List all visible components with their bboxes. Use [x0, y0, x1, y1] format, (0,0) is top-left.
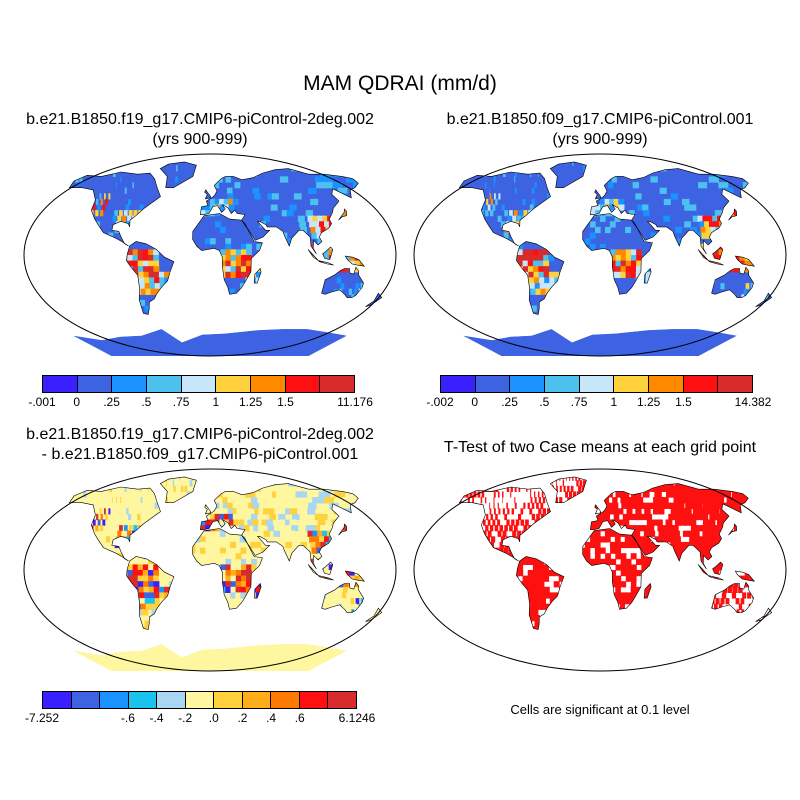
colorbar-swatch: [128, 692, 158, 708]
colorbar-tick-label: .25: [103, 395, 120, 409]
map-top-left: [23, 153, 397, 357]
colorbar-swatch: [441, 376, 476, 392]
colorbar-swatch: [71, 692, 101, 708]
map-bottom-left: [23, 468, 397, 672]
colorbar-swatch: [216, 376, 252, 392]
colorbar-swatch: [43, 376, 78, 392]
colorbar-tick-label: 6.1246: [338, 711, 376, 725]
colorbar-tick-label: .2: [237, 711, 248, 725]
colorbar-tick-label: -7.252: [24, 711, 60, 725]
colorbar-tick-label: .5: [539, 395, 550, 409]
coastlines: [68, 476, 383, 630]
colorbar-tick-label: -.2: [178, 711, 193, 725]
map-boundary: [23, 153, 397, 357]
panel-title-top-right-line2: (yrs 900-999): [552, 131, 648, 148]
colorbar-swatch: [614, 376, 650, 392]
coastlines: [458, 161, 773, 315]
colorbar-swatch: [214, 692, 243, 708]
colorbar-tick-label: -.6: [120, 711, 135, 725]
colorbar-swatch: [157, 692, 186, 708]
colorbar-top-right: [440, 375, 753, 393]
panel-title-bottom-left-line1: b.e21.B1850.f19_g17.CMIP6-piControl-2deg…: [26, 426, 374, 443]
coastlines: [458, 476, 773, 630]
land-cells: [459, 161, 772, 356]
colorbar-tick-label: 0: [73, 395, 81, 409]
colorbar-swatch: [649, 376, 684, 392]
colorbar-swatch: [147, 376, 182, 392]
map-top-right: [413, 153, 787, 357]
colorbar-tick-label: 1: [610, 395, 618, 409]
colorbar-tick-label: .4: [266, 711, 277, 725]
colorbar-swatch: [185, 692, 215, 708]
colorbar-bottom-left: [42, 691, 357, 709]
colorbar-swatch: [77, 376, 113, 392]
colorbar-tick-label: .0: [208, 711, 219, 725]
colorbar-swatch: [271, 692, 300, 708]
colorbar-tick-label: 11.176: [337, 395, 373, 409]
colorbar-swatch: [251, 376, 286, 392]
map-boundary: [413, 153, 787, 357]
colorbar-tick-label: 1: [212, 395, 220, 409]
colorbar-swatch: [328, 692, 357, 708]
panel-title-bottom-right: T-Test of two Case means at each grid po…: [443, 439, 757, 456]
colorbar-swatch: [100, 692, 129, 708]
map-boundary: [23, 468, 397, 672]
colorbar-tick-label: .6: [294, 711, 305, 725]
panel-title-top-right: b.e21.B1850.f09_g17.CMIP6-piControl.001 …: [400, 110, 800, 150]
panel-title-bottom-left: b.e21.B1850.f19_g17.CMIP6-piControl-2deg…: [0, 425, 400, 465]
land-cells: [69, 161, 382, 356]
map-bottom-right: [413, 468, 787, 672]
colorbar-tick-label: 1.5: [277, 395, 294, 409]
colorbar-swatch: [112, 376, 148, 392]
colorbar-top-left: [42, 375, 355, 393]
colorbar-swatch: [320, 376, 355, 392]
colorbar-swatch: [718, 376, 753, 392]
colorbar-tick-label: 0: [471, 395, 479, 409]
coastlines: [68, 161, 383, 315]
colorbar-tick-label: 1.5: [675, 395, 692, 409]
colorbar-swatch: [475, 376, 511, 392]
colorbar-swatch: [181, 376, 217, 392]
colorbar-tick-label: -.001: [28, 395, 56, 409]
colorbar-tick-label: .25: [501, 395, 518, 409]
colorbar-swatch: [43, 692, 72, 708]
colorbar-swatch: [285, 376, 321, 392]
panel-title-top-right-line1: b.e21.B1850.f09_g17.CMIP6-piControl.001: [446, 111, 754, 128]
figure-title: MAM QDRAI (mm/d): [303, 72, 497, 95]
colorbar-swatch: [545, 376, 580, 392]
land-cells: [69, 476, 382, 671]
significance-note: Cells are significant at 0.1 level: [510, 702, 690, 717]
colorbar-tick-label: 1.25: [636, 395, 661, 409]
colorbar-tick-label: .5: [141, 395, 152, 409]
panel-title-top-left-line1: b.e21.B1850.f19_g17.CMIP6-piControl-2deg…: [26, 111, 374, 128]
colorbar-swatch: [683, 376, 719, 392]
colorbar-tick-label: 14.382: [734, 395, 772, 409]
panel-title-top-left: b.e21.B1850.f19_g17.CMIP6-piControl-2deg…: [0, 110, 400, 150]
colorbar-swatch: [242, 692, 272, 708]
colorbar-swatch: [510, 376, 546, 392]
colorbar-tick-label: .75: [172, 395, 190, 409]
land-cells: [459, 476, 772, 671]
colorbar-tick-label: .75: [570, 395, 588, 409]
colorbar-tick-label: 1.25: [238, 395, 263, 409]
colorbar-swatch: [299, 692, 329, 708]
colorbar-tick-label: -.002: [426, 395, 454, 409]
panel-title-top-left-line2: (yrs 900-999): [152, 131, 248, 148]
colorbar-tick-label: -.4: [149, 711, 164, 725]
map-boundary: [413, 468, 787, 672]
panel-title-bottom-left-line2: - b.e21.B1850.f09_g17.CMIP6-piControl.00…: [41, 446, 359, 463]
colorbar-swatch: [579, 376, 615, 392]
